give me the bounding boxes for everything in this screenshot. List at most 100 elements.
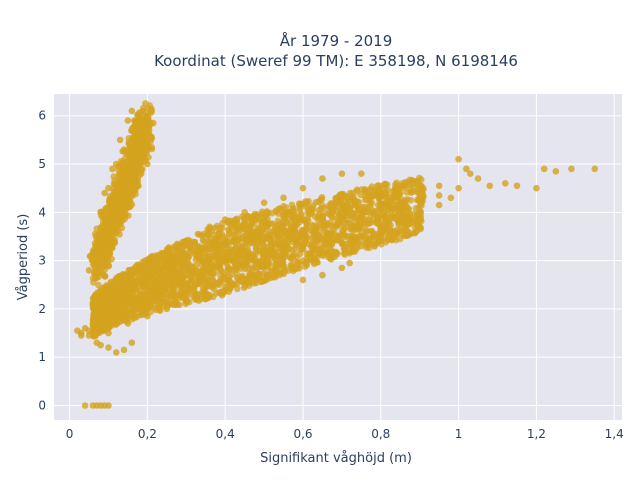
scatter-point <box>211 236 219 243</box>
scatter-point <box>591 165 599 173</box>
scatter-point <box>396 209 404 217</box>
scatter-point <box>182 298 190 305</box>
scatter-point <box>156 292 163 300</box>
scatter-point <box>163 257 170 264</box>
scatter-point <box>105 344 112 351</box>
scatter-point <box>336 197 344 204</box>
scatter-point <box>180 278 188 286</box>
scatter-point <box>332 237 339 244</box>
scatter-point <box>329 200 337 207</box>
scatter-point <box>190 287 198 295</box>
scatter-point <box>222 241 230 249</box>
scatter-point <box>290 230 298 237</box>
scatter-point <box>313 246 321 253</box>
scatter-point <box>148 105 155 113</box>
scatter-point <box>137 265 145 272</box>
scatter-point <box>77 332 85 339</box>
scatter-point <box>132 285 139 293</box>
scatter-point <box>124 304 132 312</box>
scatter-point <box>384 186 392 194</box>
y-tick-label: 2 <box>38 302 46 316</box>
scatter-point <box>145 124 153 132</box>
scatter-point <box>391 201 398 209</box>
scatter-point <box>101 262 108 269</box>
scatter-point <box>131 295 138 303</box>
scatter-point <box>337 215 345 222</box>
x-tick-label: 1 <box>455 427 463 441</box>
scatter-point <box>411 183 418 190</box>
scatter-point <box>144 255 152 263</box>
scatter-point <box>124 281 132 289</box>
scatter-point <box>128 189 136 197</box>
x-tick-label: 1,4 <box>605 427 624 441</box>
scatter-point <box>271 238 279 246</box>
scatter-point <box>263 260 271 267</box>
scatter-point <box>105 184 112 192</box>
scatter-point <box>319 175 326 182</box>
scatter-point <box>418 182 425 190</box>
scatter-point <box>85 332 93 339</box>
scatter-point <box>192 249 200 257</box>
scatter-point <box>85 266 93 274</box>
scatter-point <box>395 182 402 190</box>
scatter-point <box>144 312 151 320</box>
scatter-point <box>263 253 271 261</box>
scatter-point <box>103 284 111 291</box>
scatter-point <box>119 288 126 295</box>
scatter-point <box>280 194 287 202</box>
scatter-point <box>361 196 369 204</box>
scatter-point <box>241 209 248 216</box>
scatter-point <box>319 247 326 255</box>
y-tick-label: 0 <box>38 399 46 413</box>
scatter-point <box>128 107 136 115</box>
scatter-point <box>251 237 259 245</box>
scatter-point <box>303 199 310 206</box>
scatter-point <box>365 217 372 224</box>
scatter-point <box>266 231 274 239</box>
scatter-point <box>124 320 132 327</box>
scatter-point <box>181 249 189 257</box>
scatter-point <box>309 238 316 246</box>
scatter-point <box>341 231 348 239</box>
scatter-point <box>332 250 340 257</box>
scatter-point <box>163 281 171 289</box>
scatter-point <box>254 225 262 233</box>
scatter-point <box>116 136 124 144</box>
scatter-point <box>124 180 132 187</box>
scatter-point <box>101 247 108 255</box>
scatter-point <box>435 192 443 199</box>
scatter-point <box>188 275 195 282</box>
scatter-point <box>252 279 260 287</box>
scatter-point <box>369 233 377 240</box>
scatter-point <box>144 136 151 144</box>
scatter-point <box>182 238 190 245</box>
scatter-point <box>328 213 336 220</box>
scatter-point <box>97 341 104 349</box>
scatter-point <box>101 189 108 197</box>
scatter-point <box>185 263 193 271</box>
scatter-point <box>162 266 169 273</box>
y-tick-label: 3 <box>38 254 46 268</box>
scatter-point <box>350 236 357 243</box>
scatter-point <box>252 244 260 252</box>
y-tick-label: 5 <box>38 157 46 171</box>
scatter-point <box>234 285 241 293</box>
x-tick-label: 1,2 <box>527 427 546 441</box>
scatter-point <box>202 262 210 269</box>
scatter-point <box>356 217 363 225</box>
scatter-point <box>247 232 255 240</box>
scatter-point <box>133 303 141 311</box>
scatter-point <box>101 272 109 280</box>
scatter-point <box>299 276 307 284</box>
scatter-point <box>311 251 318 259</box>
scatter-point <box>377 228 385 235</box>
scatter-point <box>132 160 139 168</box>
scatter-point <box>310 258 317 266</box>
scatter-point <box>171 292 179 300</box>
scatter-point <box>280 202 287 210</box>
scatter-point <box>92 274 99 282</box>
scatter-point <box>320 241 327 249</box>
scatter-point <box>455 155 462 163</box>
